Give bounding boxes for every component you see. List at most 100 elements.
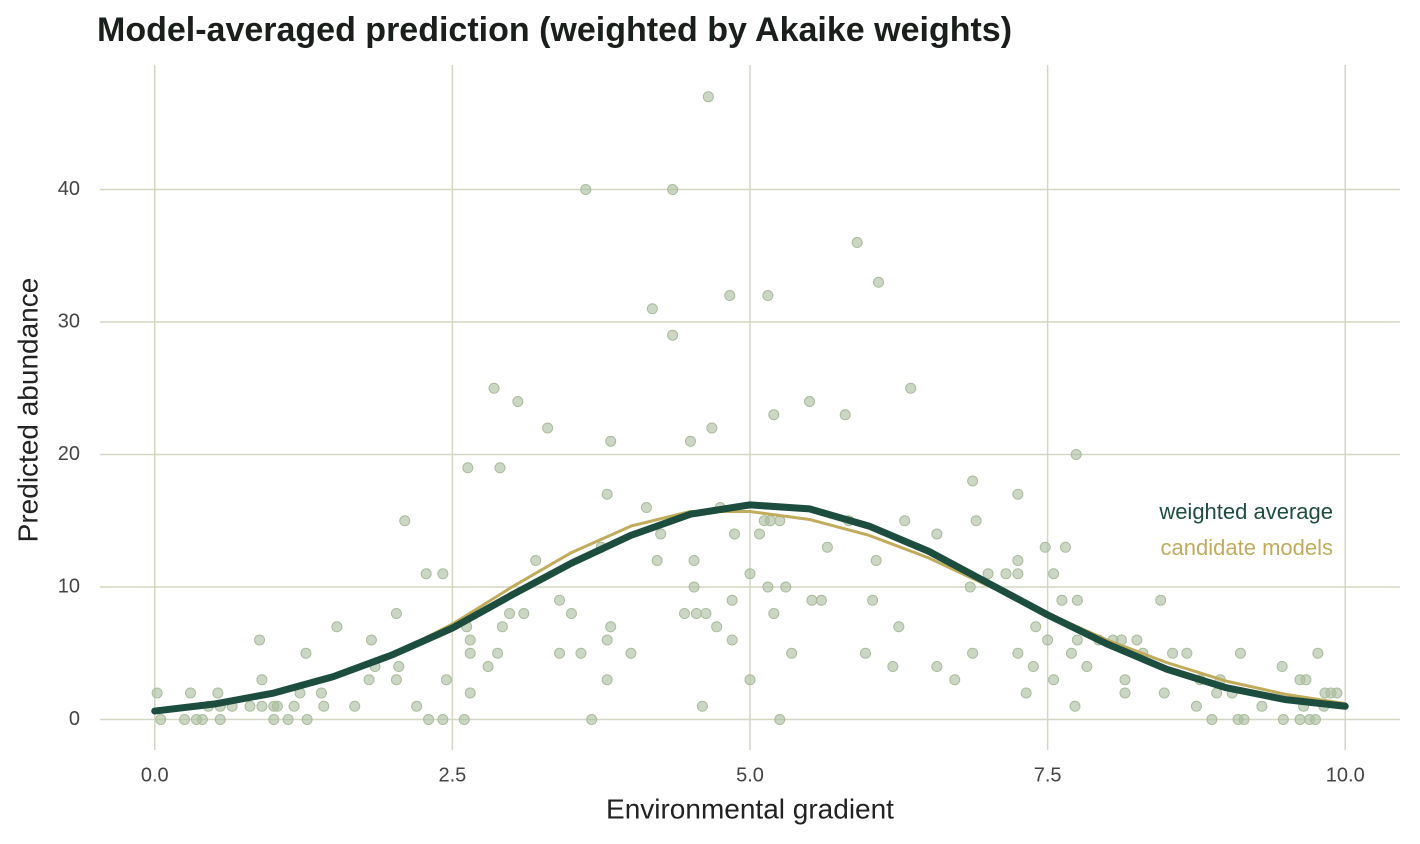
- point: [1190, 700, 1202, 712]
- x-tick-label: 2.5: [438, 764, 466, 786]
- line: [151, 501, 1349, 715]
- x-tick-label: 10.0: [1326, 764, 1365, 786]
- point: [780, 581, 792, 593]
- point: [1277, 714, 1289, 726]
- point: [1294, 714, 1306, 726]
- point: [271, 700, 283, 712]
- point: [1167, 647, 1179, 659]
- point: [605, 621, 617, 633]
- point: [839, 409, 851, 421]
- point: [462, 462, 474, 474]
- point: [640, 502, 652, 514]
- point: [437, 568, 449, 580]
- point: [949, 674, 961, 686]
- point: [625, 647, 637, 659]
- point: [684, 435, 696, 447]
- point: [179, 714, 191, 726]
- point: [504, 608, 516, 620]
- point: [931, 661, 943, 673]
- point: [870, 555, 882, 567]
- point: [1020, 687, 1032, 699]
- point: [365, 634, 377, 646]
- x-axis-title: Environmental gradient: [606, 793, 894, 824]
- point: [256, 674, 268, 686]
- legend-label: weighted average: [1158, 499, 1333, 524]
- point: [554, 647, 566, 659]
- point: [931, 528, 943, 540]
- point: [496, 621, 508, 633]
- point: [1012, 647, 1024, 659]
- point: [565, 608, 577, 620]
- point: [301, 714, 313, 726]
- point: [696, 700, 708, 712]
- point: [331, 621, 343, 633]
- point: [1048, 674, 1060, 686]
- point: [1071, 594, 1083, 606]
- point: [586, 714, 598, 726]
- point: [318, 700, 330, 712]
- point: [651, 555, 663, 567]
- point: [859, 647, 871, 659]
- x-tick-label: 0.0: [141, 764, 169, 786]
- point: [1012, 555, 1024, 567]
- point: [212, 687, 224, 699]
- legend-label: candidate models: [1161, 535, 1333, 560]
- point: [512, 396, 524, 408]
- point: [1206, 714, 1218, 726]
- point: [254, 634, 266, 646]
- point: [390, 608, 402, 620]
- point: [655, 528, 667, 540]
- point: [690, 608, 702, 620]
- point: [821, 541, 833, 553]
- point: [1081, 661, 1093, 673]
- point: [1238, 714, 1250, 726]
- point: [1181, 647, 1193, 659]
- y-tick-label: 10: [58, 575, 80, 597]
- point: [282, 714, 294, 726]
- point: [744, 674, 756, 686]
- point: [786, 647, 798, 659]
- point: [399, 515, 411, 527]
- point: [494, 462, 506, 474]
- point: [214, 714, 226, 726]
- point: [905, 382, 917, 394]
- point: [554, 594, 566, 606]
- point: [646, 303, 658, 315]
- point: [1211, 687, 1223, 699]
- point: [679, 608, 691, 620]
- point: [196, 714, 208, 726]
- point: [867, 594, 879, 606]
- point: [774, 714, 786, 726]
- point: [1070, 449, 1082, 461]
- point: [300, 647, 312, 659]
- point: [700, 608, 712, 620]
- point: [1155, 594, 1167, 606]
- point: [530, 555, 542, 567]
- point: [542, 422, 554, 434]
- point: [1331, 687, 1343, 699]
- point: [1158, 687, 1170, 699]
- point: [1312, 647, 1324, 659]
- point: [605, 435, 617, 447]
- point: [1119, 674, 1131, 686]
- point: [420, 568, 432, 580]
- y-axis-title: Predicted abundance: [12, 278, 43, 543]
- point: [1027, 661, 1039, 673]
- point: [1056, 594, 1068, 606]
- point: [729, 528, 741, 540]
- point: [806, 594, 818, 606]
- point: [667, 184, 679, 196]
- point: [688, 555, 700, 567]
- point: [768, 608, 780, 620]
- point: [982, 568, 994, 580]
- point: [744, 568, 756, 580]
- point: [437, 714, 449, 726]
- point: [464, 687, 476, 699]
- point: [1119, 687, 1131, 699]
- point: [411, 700, 423, 712]
- point: [887, 661, 899, 673]
- point: [1069, 700, 1081, 712]
- point: [492, 647, 504, 659]
- point: [899, 515, 911, 527]
